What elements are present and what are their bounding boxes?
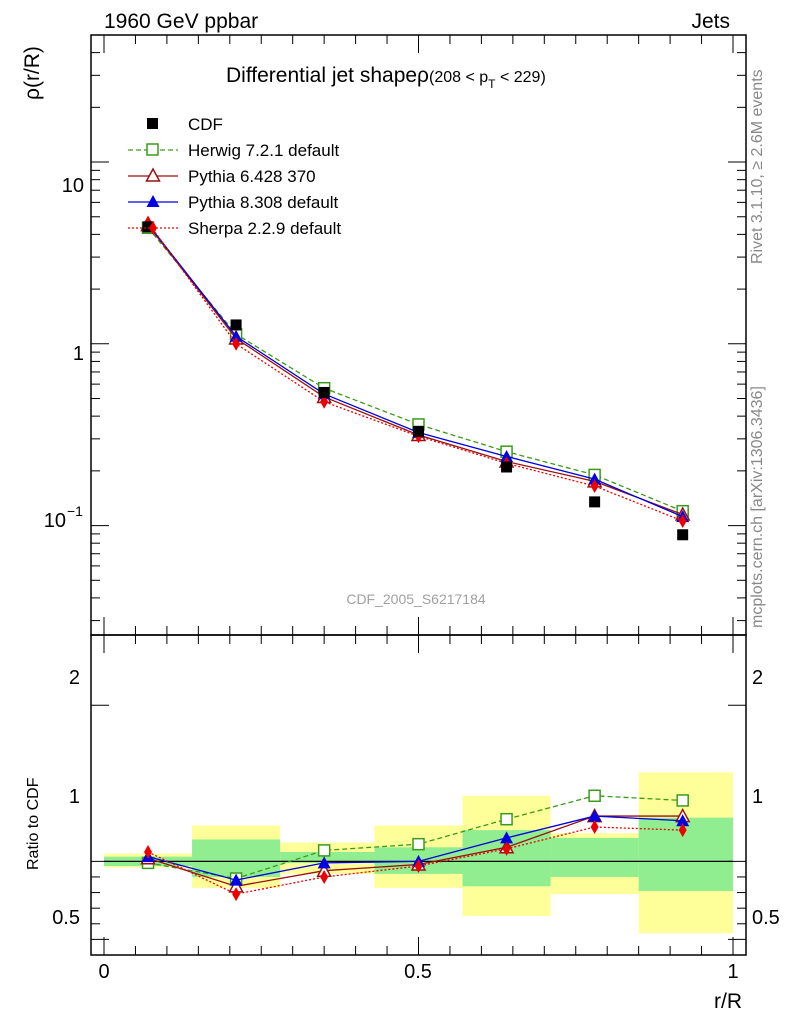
main-title-range-open: (208 < p [429,69,488,86]
legend-label-herwig: Herwig 7.2.1 default [188,141,339,160]
main-series-line-sherpa [147,222,683,522]
ratio-point-herwig [588,789,601,803]
main-y-tick-label-0p1: 10 [44,510,66,532]
ratio-point-sherpa [502,841,511,856]
ratio-point-pythia8 [676,814,690,827]
main-axes [91,34,746,635]
x-axis-label: r/R [714,990,742,1013]
main-point-sherpa [320,394,329,409]
main-title: Differential jet shapeρ(208 < pT < 229) [226,64,546,91]
x-tick-label-0p5: 0.5 [404,961,432,983]
main-point-cdf [501,461,513,473]
main-point-pythia8 [500,449,514,462]
ratio-y-tick-label-2-right: 2 [752,667,763,689]
analysis-watermark: CDF_2005_S6217184 [346,591,486,607]
x-tick-label-0: 0 [98,961,109,983]
main-point-pythia8 [588,472,602,485]
legend-label-sherpa: Sherpa 2.2.9 default [188,219,341,238]
main-y-tick-label-0p1-exponent: −1 [67,503,83,519]
main-series-line-herwig [147,227,683,512]
ratio-y-tick-label-0p5-right: 0.5 [752,907,780,929]
main-point-cdf [318,386,330,398]
ratio-band-inner [280,851,375,863]
ratio-panel: Ratio to CDF 2 1 0.5 2 1 0.5 0 0.5 1 r/R [25,634,780,1013]
main-series-line-pythia6 [147,224,683,516]
mcplots-label: mcplots.cern.ch [arXiv:1306.3436] [749,386,766,628]
legend-item-cdf: CDF [147,115,223,134]
legend: CDF Herwig 7.2.1 default Pythia 6.428 37… [128,115,341,238]
main-point-sherpa [590,479,599,494]
legend-marker-herwig [146,143,159,156]
legend-item-sherpa: Sherpa 2.2.9 default [128,219,341,238]
ratio-y-tick-label-1: 1 [69,786,80,808]
legend-label-pythia8: Pythia 8.308 default [188,193,339,212]
ratio-y-tick-label-0p5: 0.5 [52,907,80,929]
ratio-point-pythia8 [229,873,243,886]
rivet-label: Rivet 3.1.10, ≥ 2.6M events [749,69,766,264]
legend-marker-sherpa [149,221,157,235]
ratio-band-inner [192,839,281,877]
main-point-cdf [589,496,601,508]
header-category: Jets [691,10,730,33]
legend-marker-pythia8 [146,195,160,207]
main-point-cdf [413,425,424,437]
main-series-line-pythia8 [147,223,683,518]
x-tick-label-1: 1 [727,961,738,983]
ratio-point-sherpa [414,859,423,874]
ratio-y-tick-label-2: 2 [69,667,80,689]
main-point-sherpa [678,513,687,528]
ratio-y-tick-label-1-right: 1 [752,786,763,808]
ratio-point-sherpa [144,844,153,859]
main-point-cdf [677,529,689,541]
main-point-cdf [230,319,242,331]
legend-label-pythia6: Pythia 6.428 370 [188,167,316,186]
ratio-point-herwig [412,837,425,851]
ratio-point-pythia8 [500,831,514,844]
legend-marker-cdf [147,118,158,129]
ratio-plot-area [104,772,733,934]
ratio-y-axis-label: Ratio to CDF [25,777,42,870]
ratio-axes [91,635,746,955]
ratio-point-herwig [500,812,513,826]
ratio-point-sherpa [320,869,329,884]
ratio-point-sherpa [590,820,599,834]
main-y-axis-label: ρ(r/R) [21,46,44,100]
main-point-cdf [142,221,154,233]
legend-item-pythia6: Pythia 6.428 370 [128,167,316,186]
main-title-range-close: < 229) [496,69,546,86]
legend-item-pythia8: Pythia 8.308 default [128,193,339,212]
ratio-point-herwig [676,794,689,807]
legend-item-herwig: Herwig 7.2.1 default [128,141,339,160]
main-y-tick-label-10: 10 [62,175,84,197]
legend-label-cdf: CDF [188,115,223,134]
legend-marker-pythia6 [145,167,161,182]
ratio-band-inner [550,837,639,877]
ratio-point-herwig [317,844,331,857]
ratio-point-pythia8 [588,809,602,822]
ratio-point-pythia8 [317,856,331,869]
main-y-tick-label-0p1-base: 10 [44,510,66,532]
main-title-text: Differential jet shapeρ [226,64,429,87]
main-plot-area [140,215,691,541]
main-panel: Differential jet shapeρ(208 < pT < 229) … [21,34,747,636]
header-energy: 1960 GeV ppbar [104,10,258,33]
ratio-point-sherpa [232,887,241,902]
main-point-sherpa [232,336,241,351]
main-y-tick-label-1: 1 [73,343,84,365]
ratio-point-sherpa [678,823,687,838]
main-title-range-sub: T [488,77,496,91]
main-point-pythia8 [229,329,243,342]
